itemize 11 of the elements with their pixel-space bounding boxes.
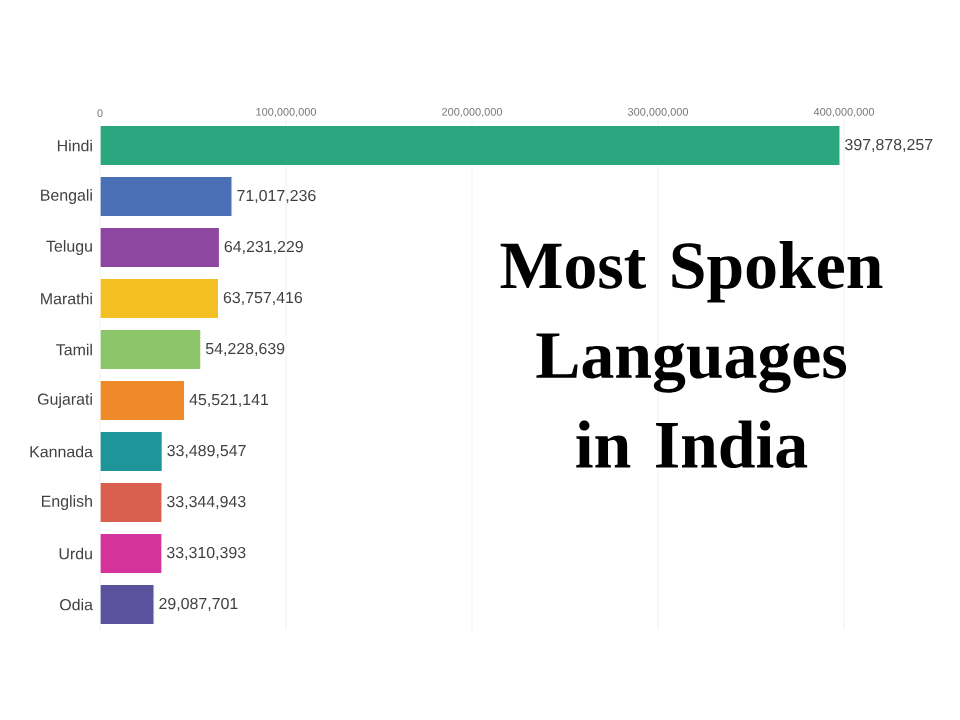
bar [99,124,841,167]
text: Most Spoken Languages in India [500,241,883,469]
bar [99,328,202,371]
bar [99,277,220,320]
bar [99,583,155,626]
bar [99,226,221,269]
bar [99,175,233,218]
bar [99,481,163,524]
bar [99,532,163,575]
bar [99,379,186,422]
bar [99,430,163,473]
